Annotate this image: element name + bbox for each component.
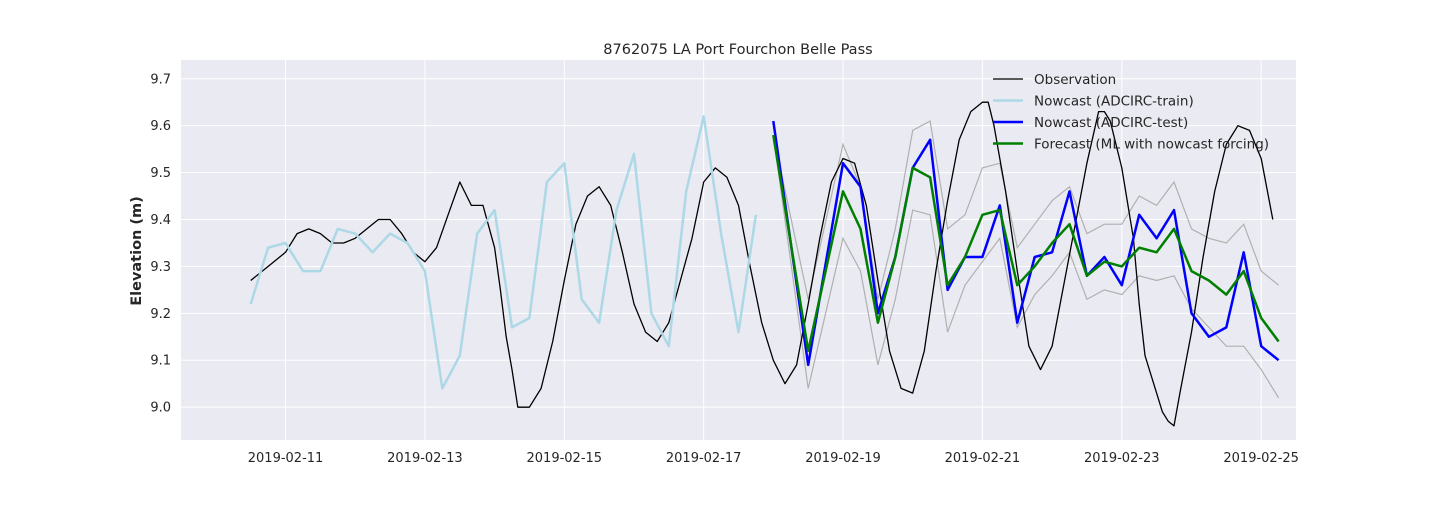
x-tick-label: 2019-02-13: [387, 451, 463, 466]
y-tick-label: 9.7: [150, 72, 171, 87]
x-tick-label: 2019-02-21: [945, 451, 1021, 466]
legend: Observation Nowcast (ADCIRC-train) Nowcast…: [993, 72, 1269, 153]
x-tick-label: 2019-02-25: [1223, 451, 1299, 466]
x-axis-tick-labels: 2019-02-11 2019-02-13 2019-02-15 2019-02-17…: [248, 451, 1299, 466]
y-tick-label: 9.0: [150, 401, 171, 416]
y-axis-tick-labels: 9.0 9.1 9.2 9.3 9.4 9.5 9.6 9.7: [150, 72, 171, 415]
x-tick-label: 2019-02-23: [1084, 451, 1160, 466]
legend-label: Nowcast (ADCIRC-train): [1034, 94, 1194, 110]
x-tick-label: 2019-02-19: [805, 451, 881, 466]
y-tick-label: 9.5: [150, 166, 171, 181]
grid-lines: [181, 60, 1296, 440]
forecast-line: [772, 134, 1280, 353]
y-tick-label: 9.4: [150, 213, 171, 228]
y-tick-label: 9.3: [150, 260, 171, 275]
x-tick-label: 2019-02-11: [248, 451, 324, 466]
y-tick-label: 9.6: [150, 119, 171, 134]
series-lines: [249, 101, 1280, 427]
legend-label: Nowcast (ADCIRC-test): [1034, 115, 1188, 131]
x-tick-label: 2019-02-15: [527, 451, 603, 466]
legend-label: Observation: [1034, 72, 1116, 88]
nowcast-train-line: [249, 115, 758, 390]
legend-label: Forecast (ML with nowcast forcing): [1034, 137, 1269, 153]
band-upper-line: [772, 120, 1279, 300]
y-axis-label: Elevation (m): [129, 196, 145, 306]
y-tick-label: 9.1: [150, 354, 171, 369]
y-tick-label: 9.2: [150, 307, 171, 322]
x-tick-label: 2019-02-17: [666, 451, 742, 466]
observation-line: [250, 101, 1274, 427]
chart-title: 8762075 LA Port Fourchon Belle Pass: [603, 42, 872, 58]
